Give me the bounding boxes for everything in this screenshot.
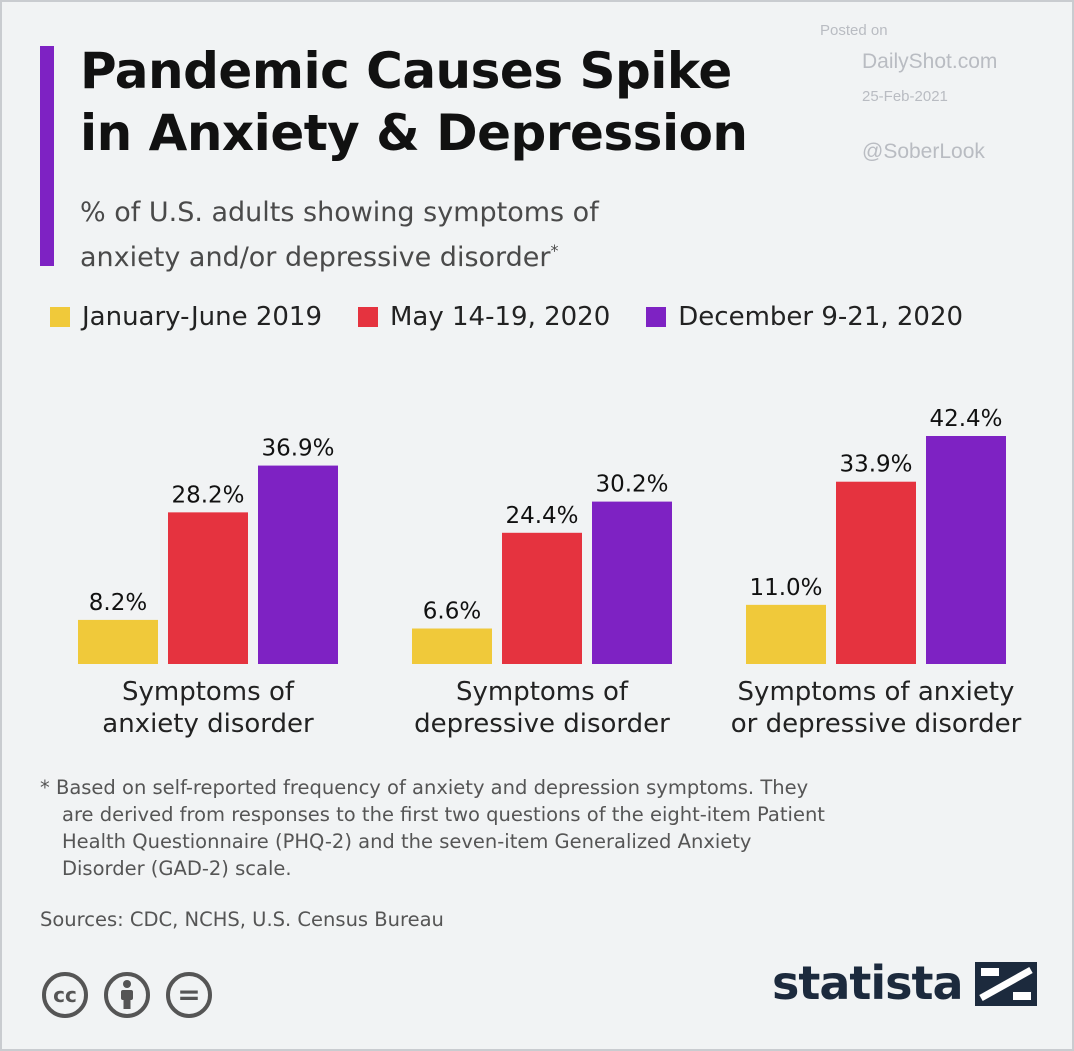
bar	[836, 481, 916, 664]
footnote-line: Disorder (GAD-2) scale.	[62, 857, 292, 880]
bar	[502, 532, 582, 664]
legend-item: December 9-21, 2020	[646, 302, 963, 332]
posted-site: DailyShot.com	[862, 50, 998, 73]
data-label: 11.0%	[749, 575, 822, 601]
posted-handle: @SoberLook	[862, 140, 985, 163]
category-label: depressive disorder	[414, 709, 670, 739]
statista-logo-icon	[974, 962, 1037, 1006]
bar	[592, 501, 672, 664]
bar	[78, 619, 158, 664]
accent-bar	[40, 46, 54, 266]
attribution-person-icon[interactable]	[102, 970, 152, 1020]
posted-date: 25-Feb-2021	[862, 88, 948, 105]
title-line: in Anxiety & Depression	[80, 104, 748, 162]
category-label: or depressive disorder	[731, 709, 1022, 739]
data-label: 36.9%	[261, 436, 334, 462]
sources: Sources: CDC, NCHS, U.S. Census Bureau	[40, 908, 444, 931]
bar	[926, 436, 1006, 664]
footnote-line: Health Questionnaire (PHQ-2) and the sev…	[62, 830, 752, 853]
bar	[746, 604, 826, 664]
bar	[168, 512, 248, 664]
legend-item: May 14-19, 2020	[358, 302, 610, 332]
license-icons: cc =	[40, 970, 226, 1020]
bar	[412, 628, 492, 664]
subtitle: % of U.S. adults showing symptoms of anx…	[80, 194, 780, 277]
data-label: 42.4%	[929, 406, 1002, 432]
brand: statista	[772, 956, 1037, 1010]
data-label: 28.2%	[171, 482, 244, 508]
subtitle-line: anxiety and/or depressive disorder*	[80, 232, 780, 277]
legend-swatch	[50, 307, 70, 327]
category-label: Symptoms of	[122, 677, 295, 707]
footnote-line: are derived from responses to the first …	[62, 803, 825, 826]
legend-label: December 9-21, 2020	[678, 302, 964, 332]
brand-name: statista	[772, 956, 964, 1010]
legend-swatch	[646, 307, 667, 327]
data-label: 6.6%	[423, 599, 481, 625]
nd-text: =	[177, 978, 200, 1011]
legend-label: May 14-19, 2020	[390, 302, 611, 332]
data-label: 30.2%	[595, 472, 668, 498]
category-label: Symptoms of	[456, 677, 629, 707]
legend-swatch	[358, 307, 378, 327]
legend-label: January-June 2019	[82, 302, 322, 332]
category-label: Symptoms of anxiety	[738, 677, 1015, 707]
page-title: Pandemic Causes Spike in Anxiety & Depre…	[80, 40, 840, 164]
chart-legend: January-June 2019 May 14-19, 2020 Decemb…	[50, 300, 999, 334]
data-label: 8.2%	[89, 590, 147, 616]
footnote: * Based on self-reported frequency of an…	[40, 774, 1040, 882]
subtitle-line: % of U.S. adults showing symptoms of	[80, 197, 599, 228]
category-label: anxiety disorder	[102, 709, 314, 739]
data-label: 24.4%	[505, 503, 578, 529]
footnote-mark: *	[550, 241, 559, 260]
creative-commons-icon[interactable]: cc	[40, 970, 90, 1020]
legend-item: January-June 2019	[50, 302, 322, 332]
title-line: Pandemic Causes Spike	[80, 42, 732, 100]
no-derivatives-icon[interactable]: =	[164, 970, 214, 1020]
posted-label: Posted on	[820, 22, 888, 39]
footnote-line: * Based on self-reported frequency of an…	[40, 776, 809, 799]
cc-text: cc	[53, 983, 77, 1007]
data-label: 33.9%	[839, 452, 912, 478]
subtitle-text: anxiety and/or depressive disorder	[80, 242, 551, 273]
bar	[258, 465, 338, 664]
